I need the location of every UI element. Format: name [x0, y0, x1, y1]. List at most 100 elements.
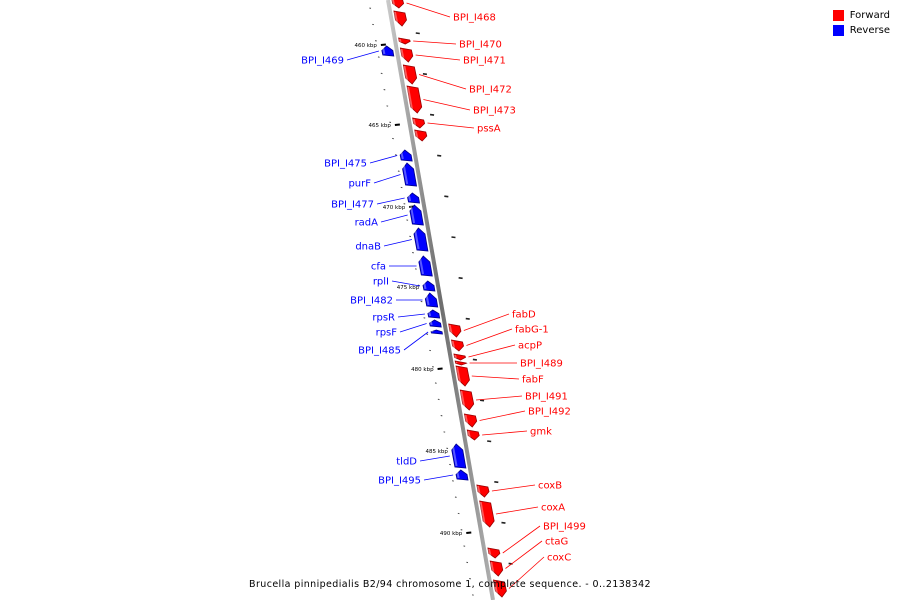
gene-fwd-BPI_I468[interactable] — [391, 0, 405, 9]
gene-shading — [464, 414, 469, 426]
axis-major-tick — [394, 123, 400, 126]
gene-label-BPI_I492: BPI_I492 — [528, 407, 571, 418]
gene-label-connector — [403, 331, 429, 351]
gene-label-connector — [346, 50, 380, 61]
gene-label-BPI_I491: BPI_I491 — [525, 392, 568, 403]
axis-right-tick — [479, 399, 485, 402]
forward-swatch — [832, 10, 844, 21]
gene-label-connector — [466, 328, 513, 346]
gene-label-cfa: cfa — [371, 262, 386, 273]
gene-fwd-BPI_I471[interactable] — [399, 47, 414, 63]
gene-shading — [455, 361, 458, 364]
gene-label-fabD: fabD — [512, 310, 536, 321]
gene-rev-BPI_I485[interactable] — [430, 329, 443, 335]
gene-fwd-gmk[interactable] — [466, 429, 480, 441]
gene-label-connector — [471, 375, 520, 380]
gene-label-connector — [380, 214, 408, 223]
gene-label-BPI_I470: BPI_I470 — [459, 40, 502, 51]
gene-label-pssA: pssA — [477, 124, 501, 135]
gene-label-BPI_I489: BPI_I489 — [520, 359, 563, 370]
gene-rev-dnaB[interactable] — [413, 227, 429, 252]
gene-label-BPI_I495: BPI_I495 — [378, 476, 421, 487]
gene-shading — [402, 163, 409, 185]
kbp-label: 465 kbp — [368, 123, 391, 129]
gene-rev-BPI_I477[interactable] — [407, 192, 421, 204]
gene-label-purF: purF — [348, 179, 371, 190]
gene-label-connector — [418, 74, 467, 90]
gene-fwd-fabG-1[interactable] — [451, 339, 465, 352]
legend-forward: Forward — [832, 8, 890, 23]
gene-shading — [412, 118, 417, 127]
gene-label-connector — [397, 313, 425, 318]
gene-rev-rpsR[interactable] — [427, 309, 441, 319]
gene-fwd-BPI_I489[interactable] — [454, 360, 468, 366]
gene-label-rplI: rplI — [373, 277, 389, 288]
gene-fwd-BPI_I492[interactable] — [463, 413, 478, 428]
gene-fwd-BPI_I470[interactable] — [398, 37, 411, 45]
gene-shading — [409, 205, 416, 224]
gene-fwd-fabF[interactable] — [455, 365, 470, 387]
gene-rev-rplI[interactable] — [422, 280, 436, 292]
gene-fwd-coxA[interactable] — [479, 500, 495, 528]
gene-label-connector — [491, 484, 536, 492]
gene-shading — [393, 11, 399, 25]
gene-label-BPI_I468: BPI_I468 — [453, 13, 496, 24]
gene-shading — [403, 65, 409, 83]
legend-reverse-label: Reverse — [849, 25, 890, 36]
gene-rev-BPI_I482[interactable] — [424, 292, 439, 308]
gene-label-ctaG: ctaG — [545, 537, 568, 548]
gene-fwd-acpP[interactable] — [453, 353, 467, 361]
gene-label-BPI_I477: BPI_I477 — [331, 200, 374, 211]
kbp-label: 480 kbp — [411, 367, 434, 373]
gene-shading — [448, 324, 453, 336]
kbp-label: 475 kbp — [397, 285, 420, 291]
gene-label-coxA: coxA — [541, 503, 565, 514]
gene-shading — [453, 354, 457, 359]
gene-fwd-BPI_I472[interactable] — [402, 64, 418, 85]
gene-rev-purF[interactable] — [402, 162, 418, 187]
axis-right-tick — [451, 236, 456, 239]
gene-fwd-coxB[interactable] — [476, 484, 490, 498]
gene-fwd-unlabeled[interactable] — [393, 10, 407, 27]
gene-shading — [456, 470, 460, 479]
axis-right-tick — [415, 32, 420, 35]
axis-major-tick — [466, 531, 472, 534]
axis-right-tick — [437, 154, 442, 157]
gene-label-connector — [502, 525, 541, 554]
gene-fwd-BPI_I499[interactable] — [487, 547, 501, 559]
gene-fwd-pssA[interactable] — [412, 117, 426, 129]
gene-label-gmk: gmk — [530, 427, 552, 438]
gene-shading — [490, 561, 495, 575]
gene-fwd-BPI_I491[interactable] — [459, 389, 475, 411]
gene-fwd-fabD[interactable] — [448, 323, 462, 338]
gene-label-BPI_I475: BPI_I475 — [324, 159, 367, 170]
gene-label-fabF: fabF — [522, 375, 544, 386]
gene-shading — [451, 444, 458, 467]
axis-right-tick — [501, 521, 506, 524]
gene-rev-BPI_I495[interactable] — [455, 469, 469, 481]
axis-right-tick — [487, 440, 492, 443]
gene-shading — [398, 38, 402, 43]
axis-right-tick — [444, 195, 449, 198]
gene-rev-tldD[interactable] — [451, 443, 467, 469]
gene-label-connector — [427, 122, 475, 129]
gene-shading — [381, 46, 386, 55]
gene-shading — [467, 430, 471, 439]
gene-rev-BPI_I475[interactable] — [399, 149, 413, 162]
gene-fwd-ctaG[interactable] — [489, 560, 504, 577]
gene-shading — [413, 228, 420, 250]
gene-label-rpsR: rpsR — [372, 313, 395, 324]
gene-fwd-coxC[interactable] — [493, 579, 507, 598]
axis-major-tick — [380, 43, 386, 46]
gene-fwd-BPI_I473[interactable] — [406, 85, 423, 114]
gene-fwd-unlabeled[interactable] — [414, 129, 428, 142]
gene-rev-BPI_I469[interactable] — [381, 45, 395, 57]
gene-rev-cfa[interactable] — [418, 255, 433, 277]
gene-label-connector — [482, 430, 528, 436]
gene-label-coxC: coxC — [547, 553, 571, 564]
gene-label-dnaB: dnaB — [355, 242, 381, 253]
gene-shading — [422, 281, 427, 290]
gene-rev-radA[interactable] — [409, 204, 424, 226]
gene-rev-rpsF[interactable] — [429, 319, 442, 328]
gene-shading — [476, 485, 481, 496]
